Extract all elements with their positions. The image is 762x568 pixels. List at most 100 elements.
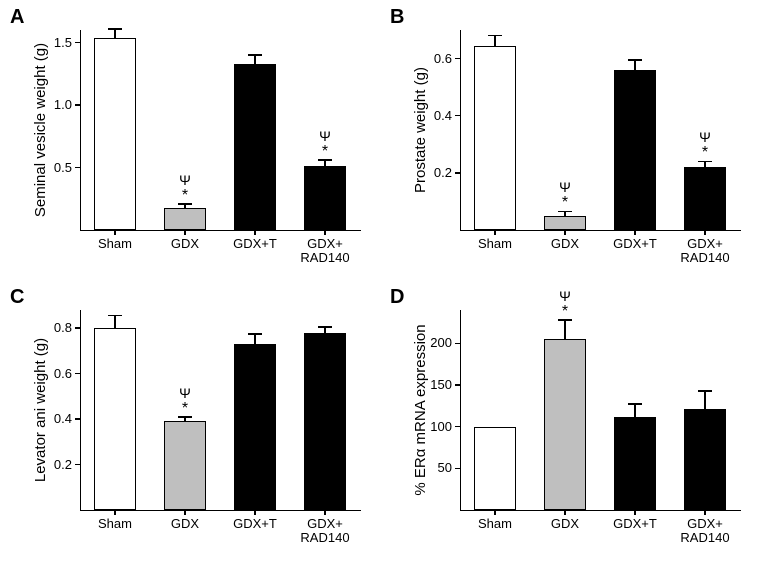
bar xyxy=(684,167,726,230)
xtick-label: GDX+ xyxy=(290,236,360,251)
annotation-psi: Ψ xyxy=(555,179,575,195)
errorbar-cap xyxy=(318,326,332,328)
xtick-label: GDX+ xyxy=(290,516,360,531)
xtick xyxy=(184,510,186,515)
ytick xyxy=(455,58,460,60)
xtick-label: GDX+T xyxy=(220,236,290,251)
ylabel-A: Seminal vesicle weight (g) xyxy=(32,30,49,230)
ytick xyxy=(75,167,80,169)
xtick xyxy=(494,230,496,235)
ytick xyxy=(75,373,80,375)
xtick xyxy=(704,230,706,235)
annotation-psi: Ψ xyxy=(555,288,575,304)
errorbar-cap xyxy=(108,315,122,317)
bar xyxy=(474,427,516,510)
xtick xyxy=(564,510,566,515)
ytick xyxy=(75,327,80,329)
bar xyxy=(164,208,206,231)
xtick-label: Sham xyxy=(460,236,530,251)
xtick xyxy=(254,510,256,515)
panel-label-B: B xyxy=(390,6,404,29)
errorbar-line xyxy=(564,320,566,339)
bar xyxy=(94,38,136,231)
ytick-label: 0.6 xyxy=(420,51,452,66)
xtick xyxy=(184,230,186,235)
annotation-psi: Ψ xyxy=(695,129,715,145)
panel-label-A: A xyxy=(10,6,24,29)
errorbar-cap xyxy=(248,333,262,335)
bar xyxy=(94,328,136,510)
errorbar-cap xyxy=(698,390,712,392)
xtick-label: GDX xyxy=(530,236,600,251)
xtick xyxy=(494,510,496,515)
ytick xyxy=(75,464,80,466)
ytick xyxy=(455,384,460,386)
ytick xyxy=(75,418,80,420)
bar xyxy=(164,421,206,510)
bar xyxy=(474,46,516,230)
ytick-label: 1.0 xyxy=(40,97,72,112)
xtick-label: GDX+ xyxy=(670,516,740,531)
bar xyxy=(614,70,656,230)
bar xyxy=(304,333,346,510)
errorbar-line xyxy=(324,327,326,333)
annotation-star: * xyxy=(175,400,195,418)
ytick-label: 0.2 xyxy=(40,457,72,472)
bar xyxy=(614,417,656,510)
bar xyxy=(544,339,586,510)
xtick-label: GDX xyxy=(150,516,220,531)
errorbar-line xyxy=(704,391,706,409)
ytick xyxy=(455,115,460,117)
ytick-label: 0.4 xyxy=(40,411,72,426)
xtick-label: Sham xyxy=(460,516,530,531)
xtick-label: RAD140 xyxy=(670,530,740,545)
ytick-label: 0.4 xyxy=(420,108,452,123)
ytick-label: 150 xyxy=(420,377,452,392)
errorbar-cap xyxy=(628,403,642,405)
xtick-label: GDX+T xyxy=(220,516,290,531)
xtick-label: GDX xyxy=(530,516,600,531)
ytick-label: 0.6 xyxy=(40,366,72,381)
errorbar-line xyxy=(634,60,636,70)
xtick-label: GDX+T xyxy=(600,236,670,251)
xtick xyxy=(114,230,116,235)
ytick-label: 200 xyxy=(420,335,452,350)
annotation-star: * xyxy=(175,187,195,205)
ytick xyxy=(455,343,460,345)
bar xyxy=(684,409,726,510)
annotation-psi: Ψ xyxy=(175,385,195,401)
errorbar-line xyxy=(254,334,256,344)
xtick-label: Sham xyxy=(80,236,150,251)
xtick-label: GDX+ xyxy=(670,236,740,251)
errorbar-line xyxy=(114,29,116,38)
ytick-label: 1.5 xyxy=(40,35,72,50)
annotation-psi: Ψ xyxy=(175,172,195,188)
xtick-label: RAD140 xyxy=(670,250,740,265)
xtick xyxy=(634,510,636,515)
annotation-star: * xyxy=(555,194,575,212)
xtick xyxy=(254,230,256,235)
xtick xyxy=(704,510,706,515)
ytick xyxy=(75,104,80,106)
xtick-label: GDX+T xyxy=(600,516,670,531)
xtick xyxy=(324,230,326,235)
bar xyxy=(544,216,586,230)
errorbar-line xyxy=(114,316,116,329)
ytick-label: 50 xyxy=(420,460,452,475)
xtick xyxy=(564,230,566,235)
panel-label-D: D xyxy=(390,286,404,309)
ytick xyxy=(455,468,460,470)
ytick-label: 0.8 xyxy=(40,320,72,335)
errorbar-cap xyxy=(488,35,502,37)
annotation-psi: Ψ xyxy=(315,128,335,144)
errorbar-cap xyxy=(108,28,122,30)
annotation-star: * xyxy=(695,144,715,162)
ytick-label: 0.2 xyxy=(420,165,452,180)
bar xyxy=(234,64,276,230)
xtick xyxy=(634,230,636,235)
annotation-star: * xyxy=(555,303,575,321)
ytick-label: 100 xyxy=(420,419,452,434)
errorbar-line xyxy=(634,404,636,417)
bar xyxy=(304,166,346,230)
errorbar-cap xyxy=(248,54,262,56)
